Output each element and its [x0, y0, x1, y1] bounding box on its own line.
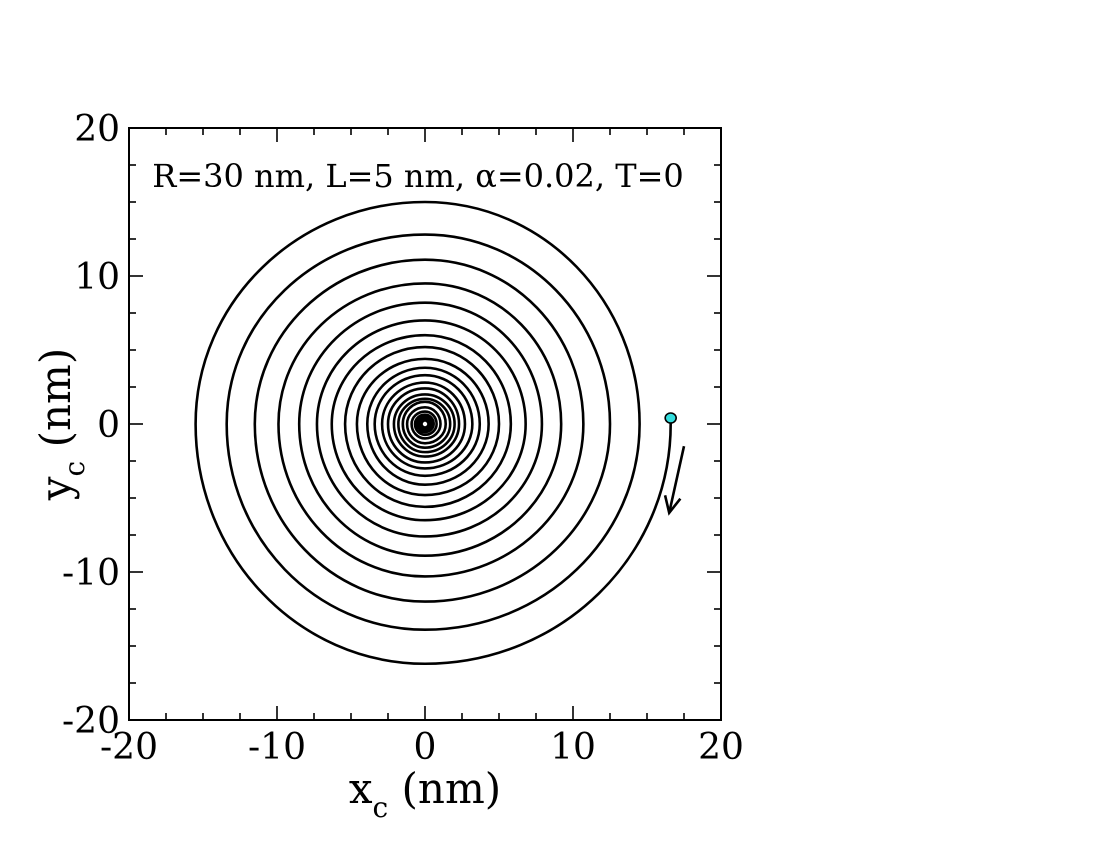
chart-annotation: R=30 nm, L=5 nm, α=0.02, T=0 — [152, 157, 684, 195]
x-tick-label: -20 — [100, 727, 158, 768]
y-axis-title-sub: c — [58, 461, 91, 477]
x-axis-title-sub: c — [373, 791, 389, 824]
y-axis-title-main: y — [31, 476, 80, 501]
spiral-trajectory-line — [194, 200, 672, 666]
y-tick-label: 20 — [74, 109, 120, 150]
y-tick-label: 0 — [97, 405, 120, 446]
tick-labels: -20 -10 0 10 20 -20 -10 0 10 20 — [62, 109, 744, 768]
y-axis-title-unit: (nm) — [31, 348, 80, 461]
y-tick-label: -20 — [62, 701, 120, 742]
arrow-head — [663, 494, 682, 516]
x-tick-label: 20 — [698, 727, 744, 768]
start-marker — [664, 412, 677, 424]
end-marker — [422, 421, 428, 427]
x-axis-title-unit: (nm) — [388, 764, 501, 813]
plot-frame — [128, 127, 722, 721]
x-tick-label: 10 — [550, 727, 596, 768]
y-tick-label: -10 — [62, 553, 120, 594]
y-axis-title: yc (nm) — [31, 348, 91, 501]
direction-arrow — [663, 445, 686, 516]
y-tick-label: 10 — [74, 257, 120, 298]
x-axis-title: xc (nm) — [349, 764, 501, 824]
x-tick-label: 0 — [414, 727, 437, 768]
x-axis-title-main: x — [349, 764, 373, 813]
x-tick-label: -10 — [248, 727, 306, 768]
arrow-shaft — [667, 445, 686, 514]
